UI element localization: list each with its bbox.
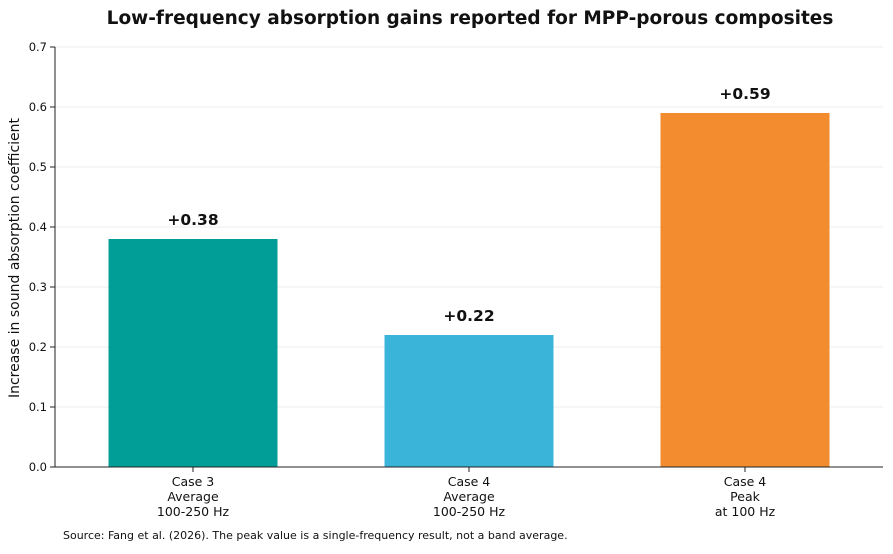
bar-value-label: +0.59 bbox=[719, 85, 770, 103]
x-tick-label: Case 3 Average 100-250 Hz bbox=[157, 474, 230, 519]
bar bbox=[660, 113, 830, 467]
bar-value-label: +0.38 bbox=[167, 211, 218, 229]
bar-value-label: +0.22 bbox=[443, 307, 494, 325]
y-tick-label: 0.7 bbox=[29, 40, 47, 54]
chart-title: Low-frequency absorption gains reported … bbox=[107, 8, 834, 29]
x-tick-label: Case 4 Average 100-250 Hz bbox=[433, 474, 506, 519]
x-tick-label: Case 4 Peak at 100 Hz bbox=[715, 474, 776, 519]
y-tick-label: 0.2 bbox=[29, 340, 47, 354]
y-tick-label: 0.6 bbox=[29, 100, 47, 114]
y-ticks: 0.0 0.1 0.2 0.3 0.4 0.5 0.6 0.7 bbox=[29, 40, 55, 474]
bar bbox=[108, 239, 278, 467]
y-tick-label: 0.4 bbox=[29, 220, 47, 234]
y-tick-label: 0.0 bbox=[29, 460, 47, 474]
x-ticks: Case 3 Average 100-250 Hz Case 4 Average 100-… bbox=[157, 467, 776, 519]
y-tick-label: 0.5 bbox=[29, 160, 47, 174]
bars bbox=[108, 113, 830, 467]
y-tick-label: 0.3 bbox=[29, 280, 47, 294]
data-labels: +0.38 +0.22 +0.59 bbox=[167, 85, 770, 325]
bar bbox=[384, 335, 554, 467]
y-tick-label: 0.1 bbox=[29, 400, 47, 414]
source-note: Source: Fang et al. (2026). The peak val… bbox=[63, 529, 568, 542]
y-axis-label: Increase in sound absorption coefficient bbox=[7, 117, 23, 398]
